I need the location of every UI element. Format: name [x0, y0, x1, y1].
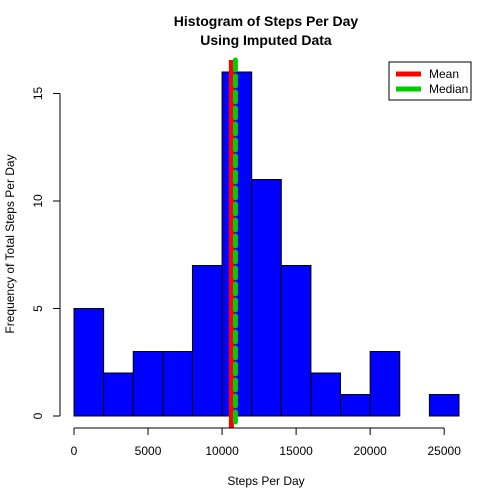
y-tick-label: 5 [31, 305, 45, 312]
x-axis-label: Steps Per Day [227, 474, 304, 488]
x-tick-label: 10000 [205, 444, 239, 458]
x-tick-label: 5000 [135, 444, 162, 458]
histogram-bar [428, 394, 460, 417]
histogram-bar [369, 351, 401, 417]
chart-title: Histogram of Steps Per Day [174, 13, 359, 29]
legend-label: Median [429, 82, 468, 96]
y-tick-label: 0 [31, 412, 45, 419]
chart-subtitle: Using Imputed Data [200, 32, 332, 48]
histogram-bar [103, 372, 134, 417]
histogram-bar [251, 179, 282, 417]
y-tick-label: 15 [31, 87, 45, 101]
legend-label: Mean [429, 67, 459, 81]
histogram-bar [340, 394, 371, 417]
x-tick-label: 25000 [428, 444, 462, 458]
histogram-bar [310, 372, 342, 417]
x-tick-label: 0 [71, 444, 78, 458]
histogram-bar [280, 265, 312, 417]
x-tick-label: 15000 [279, 444, 313, 458]
y-tick-label: 10 [31, 194, 45, 208]
y-axis-label: Frequency of Total Steps Per Day [3, 154, 17, 333]
histogram-bar [132, 351, 164, 417]
x-tick-label: 20000 [353, 444, 387, 458]
x-axis: 0 5000 10000 15000 20000 25000 [71, 427, 462, 458]
histogram-bar [73, 308, 105, 417]
y-axis: 0 5 10 15 [31, 87, 61, 419]
histogram-bar [191, 265, 223, 417]
histogram-bar [162, 351, 193, 417]
histogram-bars [73, 71, 460, 417]
reference-lines [228, 57, 238, 431]
legend-box [388, 61, 472, 101]
